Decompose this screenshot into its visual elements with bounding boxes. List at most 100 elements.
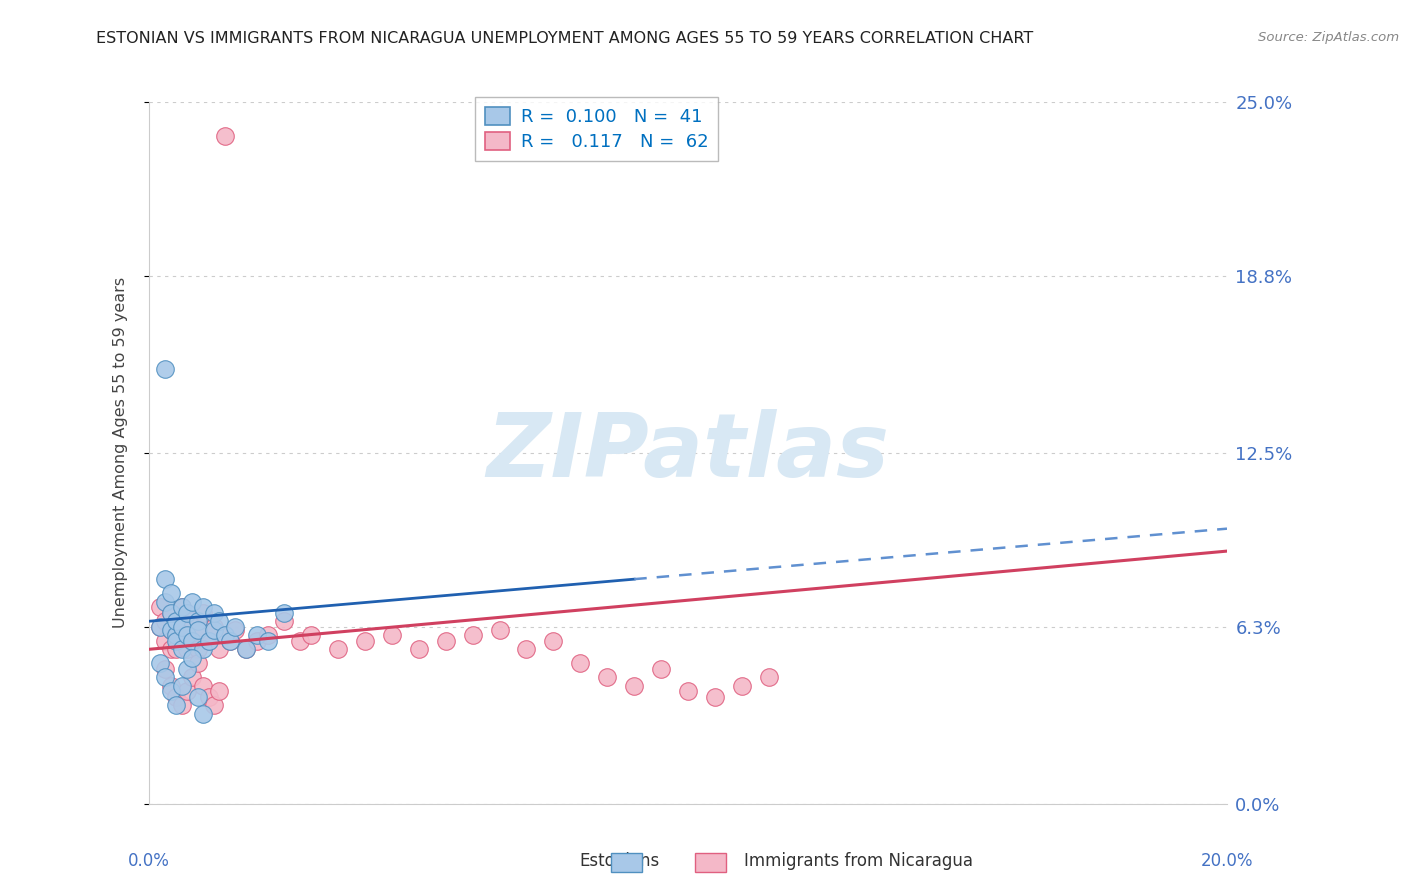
Point — [176, 684, 198, 698]
Point — [623, 679, 645, 693]
Point — [181, 650, 204, 665]
Point — [187, 628, 209, 642]
Point — [170, 620, 193, 634]
Point — [170, 642, 193, 657]
Point — [191, 606, 214, 620]
Point — [165, 642, 187, 657]
Point — [488, 623, 510, 637]
Point — [191, 706, 214, 721]
Point — [165, 633, 187, 648]
Point — [165, 698, 187, 713]
Point — [159, 606, 181, 620]
Point — [149, 620, 172, 634]
Point — [155, 594, 177, 608]
Y-axis label: Unemployment Among Ages 55 to 59 years: Unemployment Among Ages 55 to 59 years — [114, 277, 128, 629]
Point — [176, 642, 198, 657]
Point — [273, 614, 295, 628]
Text: Estonians: Estonians — [579, 852, 659, 870]
Point — [246, 633, 269, 648]
Point — [170, 633, 193, 648]
Point — [149, 620, 172, 634]
Point — [208, 642, 231, 657]
Text: Immigrants from Nicaragua: Immigrants from Nicaragua — [744, 852, 973, 870]
Point — [543, 633, 565, 648]
Point — [214, 128, 236, 143]
Point — [731, 679, 754, 693]
Point — [176, 628, 198, 642]
Point — [159, 623, 181, 637]
Point — [187, 623, 209, 637]
Point — [326, 642, 349, 657]
Point — [187, 642, 209, 657]
Point — [224, 620, 246, 634]
Point — [176, 623, 198, 637]
Text: 20.0%: 20.0% — [1201, 852, 1253, 870]
Point — [197, 690, 219, 704]
Point — [165, 690, 187, 704]
Point — [159, 623, 181, 637]
Point — [165, 628, 187, 642]
Point — [191, 642, 214, 657]
Point — [219, 633, 242, 648]
Point — [515, 642, 537, 657]
Point — [187, 657, 209, 671]
Point — [181, 633, 204, 648]
Point — [219, 633, 242, 648]
Point — [165, 614, 187, 628]
Point — [408, 642, 430, 657]
Point — [165, 628, 187, 642]
Point — [676, 684, 699, 698]
Point — [202, 620, 225, 634]
Point — [704, 690, 727, 704]
Point — [159, 606, 181, 620]
Point — [197, 633, 219, 648]
Point — [256, 628, 278, 642]
Text: ESTONIAN VS IMMIGRANTS FROM NICARAGUA UNEMPLOYMENT AMONG AGES 55 TO 59 YEARS COR: ESTONIAN VS IMMIGRANTS FROM NICARAGUA UN… — [96, 31, 1033, 46]
Point — [181, 594, 204, 608]
Point — [176, 606, 198, 620]
Point — [155, 662, 177, 676]
Point — [187, 690, 209, 704]
Point — [381, 628, 404, 642]
Point — [434, 633, 457, 648]
Point — [159, 684, 181, 698]
Point — [235, 642, 257, 657]
Point — [170, 600, 193, 615]
Point — [155, 633, 177, 648]
Text: 0.0%: 0.0% — [128, 852, 170, 870]
Point — [155, 572, 177, 586]
Point — [202, 698, 225, 713]
Point — [353, 633, 375, 648]
Point — [191, 600, 214, 615]
Point — [187, 614, 209, 628]
Point — [170, 600, 193, 615]
Text: Source: ZipAtlas.com: Source: ZipAtlas.com — [1258, 31, 1399, 45]
Point — [256, 633, 278, 648]
Point — [208, 684, 231, 698]
Point — [273, 606, 295, 620]
Point — [224, 623, 246, 637]
Point — [202, 606, 225, 620]
Point — [159, 586, 181, 600]
Point — [650, 662, 672, 676]
Point — [170, 679, 193, 693]
Point — [181, 614, 204, 628]
Point — [202, 623, 225, 637]
Point — [155, 670, 177, 684]
Point — [288, 633, 311, 648]
Point — [170, 620, 193, 634]
Point — [159, 679, 181, 693]
Text: ZIPatlas: ZIPatlas — [486, 409, 890, 497]
Point — [235, 642, 257, 657]
Point — [461, 628, 484, 642]
Point — [191, 623, 214, 637]
Point — [176, 662, 198, 676]
Point — [149, 657, 172, 671]
Point — [149, 600, 172, 615]
Point — [159, 642, 181, 657]
Point — [181, 633, 204, 648]
Point — [246, 628, 269, 642]
Point — [170, 698, 193, 713]
Point — [214, 628, 236, 642]
Point — [208, 614, 231, 628]
